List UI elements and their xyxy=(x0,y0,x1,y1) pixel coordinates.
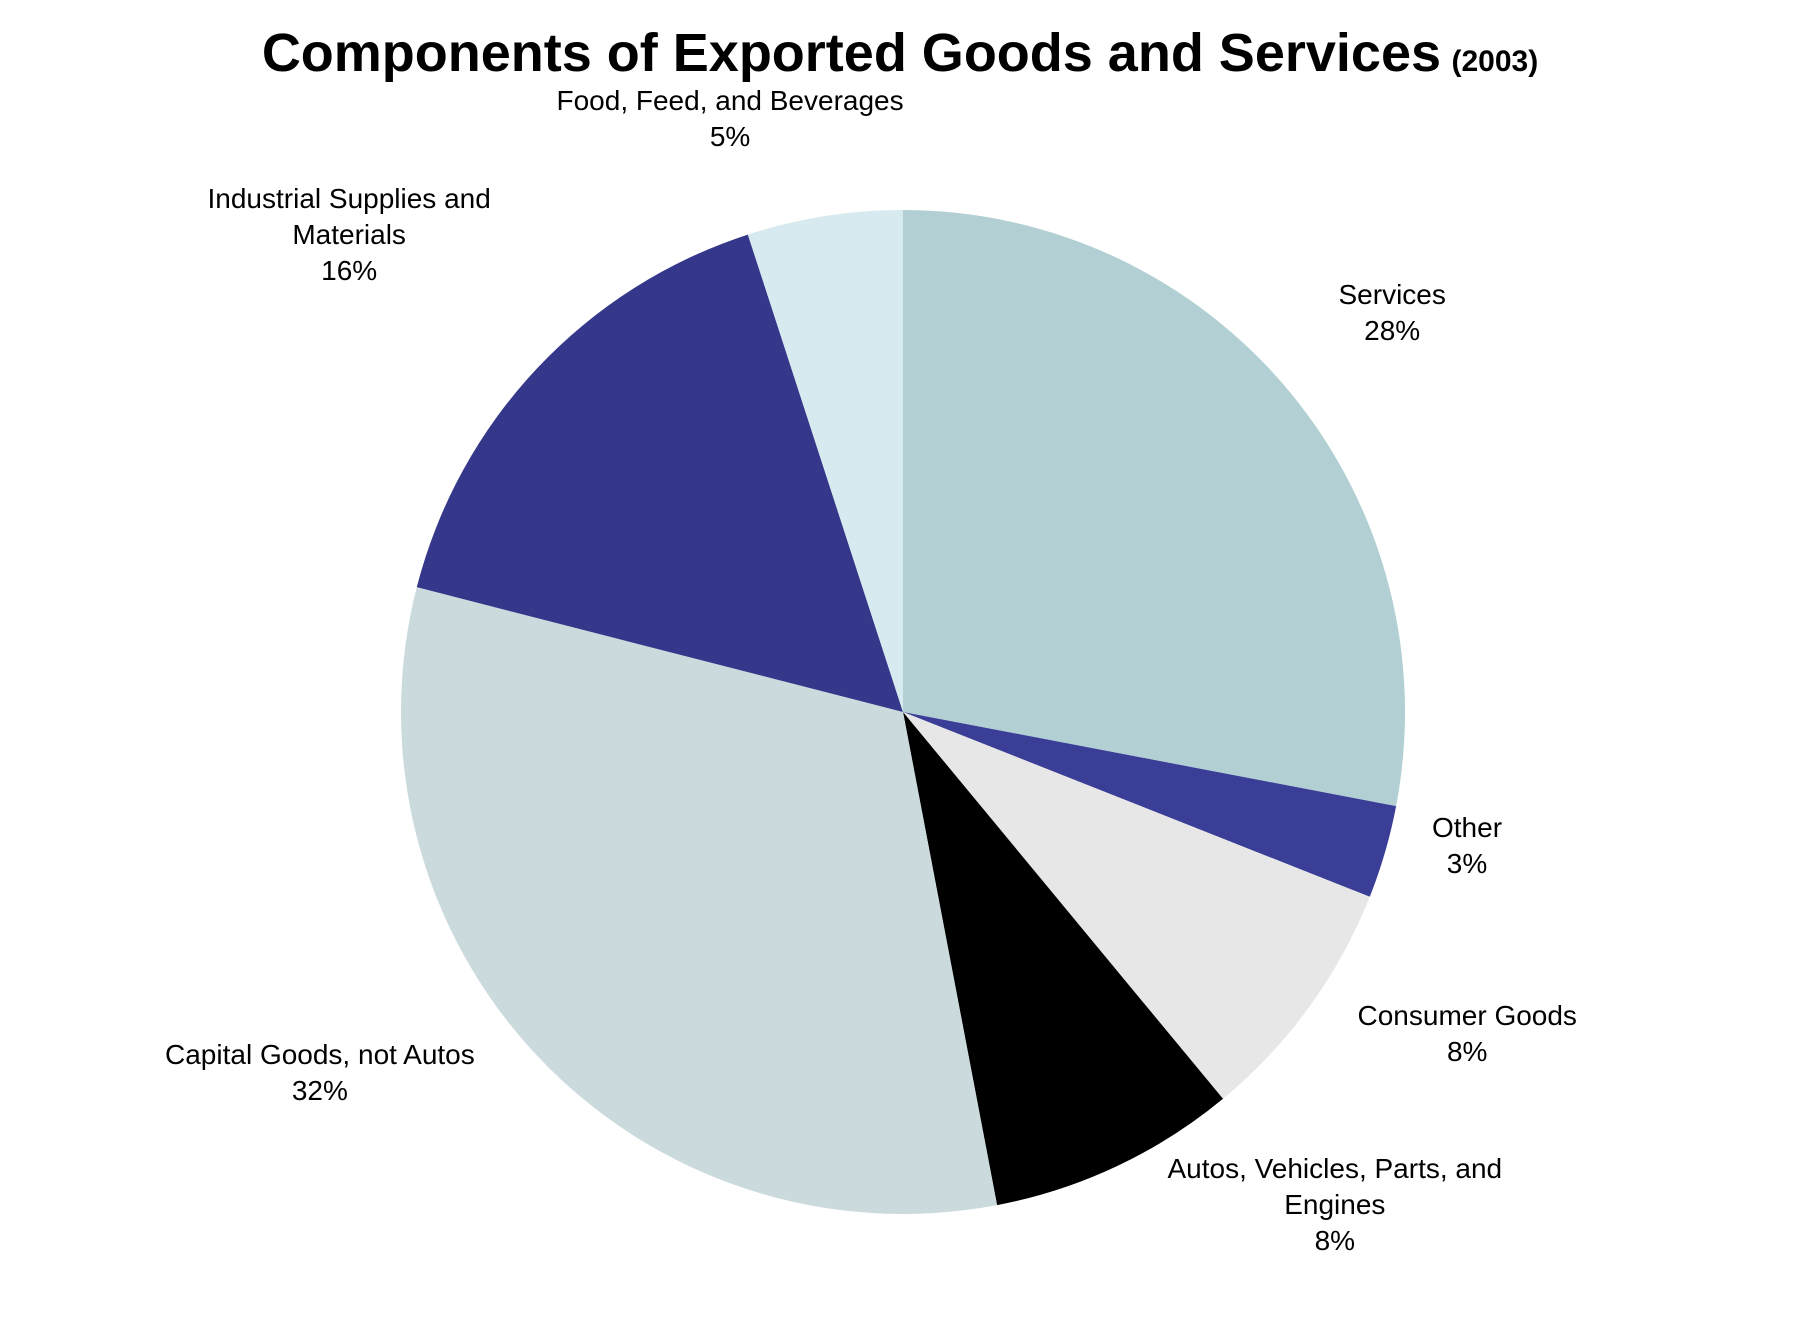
slice-label-food-feed-and-beverages: Food, Feed, and Beverages 5% xyxy=(557,83,904,155)
slice-label-name: Consumer Goods xyxy=(1357,1000,1577,1031)
pie-slice-services xyxy=(903,210,1406,807)
pie-slice-industrial-supplies-and-materials xyxy=(416,234,903,712)
slice-label-name: Autos, Vehicles, Parts, and Engines xyxy=(1167,1153,1503,1220)
pie-slice-capital-goods-not-autos xyxy=(400,587,998,1215)
slice-label-value: 16% xyxy=(321,255,378,286)
slice-label-name: Capital Goods, not Autos xyxy=(165,1039,475,1070)
slice-label-value: 5% xyxy=(709,121,751,152)
chart-title-main: Components of Exported Goods and Service… xyxy=(261,23,1442,83)
slice-label-name: Food, Feed, and Beverages xyxy=(556,85,904,116)
slice-label-name: Other xyxy=(1432,812,1503,843)
pie-slice-autos-vehicles-parts-and-engines xyxy=(903,712,1223,1206)
slice-label-other: Other 3% xyxy=(1432,810,1502,882)
slice-label-value: 3% xyxy=(1446,848,1488,879)
pie-slice-food-feed-and-beverages xyxy=(747,210,903,712)
slice-label-consumer-goods: Consumer Goods 8% xyxy=(1358,998,1577,1070)
slice-label-value: 28% xyxy=(1364,315,1421,346)
slice-label-value: 8% xyxy=(1446,1036,1488,1067)
slice-label-industrial-supplies-and-materials: Industrial Supplies and Materials 16% xyxy=(208,181,491,289)
slice-label-value: 32% xyxy=(291,1075,348,1106)
chart-title: Components of Exported Goods and Service… xyxy=(0,22,1800,84)
slice-label-capital-goods-not-autos: Capital Goods, not Autos 32% xyxy=(165,1037,475,1109)
slice-label-name: Services xyxy=(1338,279,1446,310)
slice-label-autos-vehicles-parts-and-engines: Autos, Vehicles, Parts, and Engines 8% xyxy=(1168,1151,1503,1259)
slice-label-name: Industrial Supplies and Materials xyxy=(207,183,491,250)
slice-label-value: 8% xyxy=(1314,1225,1356,1256)
pie-slice-consumer-goods xyxy=(903,712,1370,1099)
chart-subtitle: (2003) xyxy=(1451,45,1539,78)
slice-label-services: Services 28% xyxy=(1339,277,1446,349)
pie-slice-other xyxy=(903,712,1397,897)
